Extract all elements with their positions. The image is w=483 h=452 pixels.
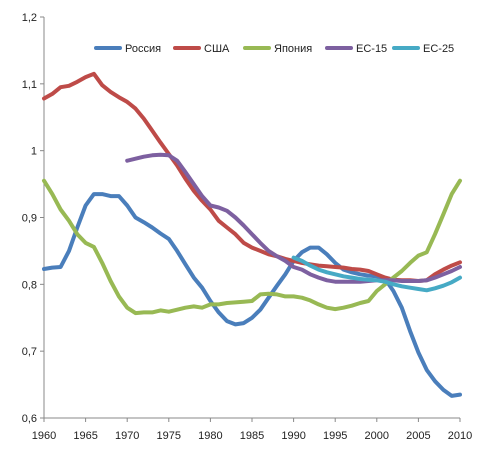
y-tick-label: 0,9 bbox=[22, 213, 37, 225]
y-tick-label: 0,6 bbox=[22, 413, 37, 425]
series-line-2 bbox=[42, 71, 462, 283]
series-line-5 bbox=[291, 255, 462, 293]
y-tick-label: 1,1 bbox=[22, 79, 37, 91]
axes: 0,6 0,7 0,8 0,9 1 1,1 1,2 1960 1965 1970 1975 1980 1… bbox=[22, 12, 473, 442]
y-tick-label: 0,7 bbox=[22, 346, 37, 358]
legend-label-3: Япония bbox=[274, 43, 312, 55]
legend: Россия США Япония ЕС-15 ЕС-25 bbox=[94, 43, 454, 55]
x-tick-label: 1975 bbox=[157, 430, 181, 442]
x-tick-label: 1990 bbox=[281, 430, 305, 442]
legend-label-2: США bbox=[204, 43, 230, 55]
y-tick-label: 0,8 bbox=[22, 279, 37, 291]
x-tick-label: 1965 bbox=[73, 430, 97, 442]
x-tick-label: 1985 bbox=[240, 430, 264, 442]
x-tick-label: 1960 bbox=[32, 430, 56, 442]
legend-label-1: Россия bbox=[125, 43, 161, 55]
x-tick-label: 2005 bbox=[406, 430, 430, 442]
legend-label-5: ЕС-25 bbox=[423, 43, 454, 55]
x-tick-label: 1995 bbox=[323, 430, 347, 442]
y-tick-label: 1,2 bbox=[22, 12, 37, 24]
series-line-4 bbox=[125, 152, 462, 284]
x-tick-label: 1980 bbox=[198, 430, 222, 442]
series-line-1 bbox=[42, 192, 462, 398]
y-tick-label: 1 bbox=[31, 146, 37, 158]
x-tick-label: 1970 bbox=[115, 430, 139, 442]
series-lines bbox=[42, 71, 462, 398]
x-tick-label: 2010 bbox=[448, 430, 472, 442]
x-tick-label: 2000 bbox=[365, 430, 389, 442]
legend-label-4: ЕС-15 bbox=[356, 43, 387, 55]
